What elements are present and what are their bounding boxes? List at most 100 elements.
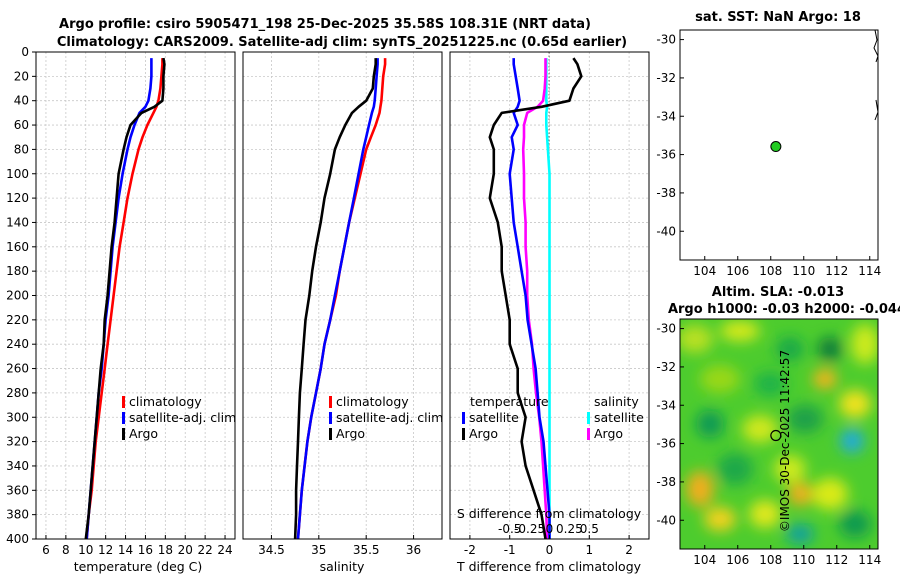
x-tick-label: 1 (585, 543, 593, 557)
legend-swatch-temp-satellite (462, 412, 465, 424)
s-tick-label: 0.5 (580, 522, 599, 536)
depth-tick-label: 300 (6, 410, 29, 424)
coastline (873, 29, 879, 121)
x-tick-label: 35.5 (353, 543, 380, 557)
legend-argo-label: Argo (336, 426, 365, 441)
x-tick-label: 2 (625, 543, 633, 557)
legend-swatch-argo (329, 428, 332, 440)
difference-panel: -2 -1 0 1 2 -0.5-0.25 0 0.250.5 S difference f… (449, 51, 650, 574)
sla-heatmap (680, 319, 878, 549)
lat-tick-label: -40 (656, 224, 676, 238)
legend-argo-label: Argo (129, 426, 158, 441)
salinity-satellite-line (544, 58, 551, 539)
legend-satadj-label: satellite-adj. clim (336, 410, 443, 425)
legend-sal-argo-label: Argo (594, 426, 623, 441)
depth-tick-label: 20 (14, 69, 29, 83)
lon-tick-label: 112 (825, 553, 848, 567)
x-tick-label: 35 (311, 543, 326, 557)
depth-tick-label: 140 (6, 215, 29, 229)
depth-tick-label: 220 (6, 313, 29, 327)
lat-tick-label: -34 (656, 398, 676, 412)
sst-map-frame (679, 29, 879, 261)
s-tick-label: -0.5 (498, 522, 521, 536)
lon-tick-label: 106 (726, 264, 749, 278)
depth-tick-label: 60 (14, 118, 29, 132)
depth-tick-label: 120 (6, 191, 29, 205)
x-tick-label: 8 (62, 543, 70, 557)
temperature-panel: 6 8 10 12 14 16 18 20 22 24 0 20 40 60 80 100 120 140 160… (6, 45, 236, 574)
temperature-argo-line (488, 57, 583, 540)
depth-tick-label: 360 (6, 483, 29, 497)
legend-swatch-climatology (122, 396, 125, 408)
lon-tick-label: 110 (792, 553, 815, 567)
depth-tick-label: 180 (6, 264, 29, 278)
lat-tick-label: -38 (656, 186, 676, 200)
depth-tick-label: 200 (6, 289, 29, 303)
satadj-line (85, 58, 153, 540)
lat-tick-label: -32 (656, 71, 676, 85)
depth-tick-label: 320 (6, 435, 29, 449)
lon-tick-label: 104 (693, 264, 716, 278)
legend-temp-satellite-label: satellite (469, 410, 519, 425)
lon-tick-label: 104 (693, 553, 716, 567)
legend-swatch-temp-argo (462, 428, 465, 440)
x-tick-label: 10 (78, 543, 93, 557)
x-tick-label: -2 (464, 543, 476, 557)
lon-tick-label: 106 (726, 553, 749, 567)
difference-legend: temperature satellite Argo salinity sate… (462, 394, 644, 441)
legend-temperature-heading: temperature (470, 394, 549, 409)
legend-satadj-label: satellite-adj. clim (129, 410, 236, 425)
depth-tick-label: 400 (6, 532, 29, 546)
salinity-xlabel: salinity (320, 559, 365, 574)
lon-tick-label: 108 (759, 553, 782, 567)
sst-map: sat. SST: NaN Argo: 18 104 106 108 110 112 11… (656, 10, 881, 278)
lon-tick-label: 108 (759, 264, 782, 278)
lon-tick-label: 112 (825, 264, 848, 278)
x-tick-label: 12 (98, 543, 113, 557)
temperature-xlabel: temperature (deg C) (74, 559, 203, 574)
t-difference-xlabel: T difference from climatology (456, 559, 642, 574)
legend-swatch-satadj (329, 412, 332, 424)
s-tick-label: 0 (546, 522, 554, 536)
depth-tick-label: 340 (6, 459, 29, 473)
x-tick-label: 16 (138, 543, 153, 557)
legend-swatch-sal-satellite (587, 412, 590, 424)
temperature-legend: climatology satellite-adj. clim Argo (122, 394, 236, 441)
argo-line (84, 57, 166, 540)
sla-map-title-line2: Argo h1000: -0.03 h2000: -0.044 (668, 302, 900, 317)
imos-credit: ©IMOS 30-Dec-2025 11:42:57 (778, 350, 792, 532)
lon-tick-label: 110 (792, 264, 815, 278)
temperature-satellite-line (508, 58, 551, 539)
legend-temp-argo-label: Argo (469, 426, 498, 441)
legend-swatch-sal-argo (587, 428, 590, 440)
salinity-legend: climatology satellite-adj. clim Argo (329, 394, 443, 441)
salinity-panel: 34.5 35 35.5 36 salinity climatology satell… (242, 51, 443, 574)
legend-swatch-argo (122, 428, 125, 440)
depth-tick-label: 280 (6, 386, 29, 400)
legend-climatology-label: climatology (336, 394, 409, 409)
lat-tick-label: -34 (656, 109, 676, 123)
lat-tick-label: -36 (656, 437, 676, 451)
legend-salinity-heading: salinity (594, 394, 639, 409)
x-tick-label: 18 (158, 543, 173, 557)
header-title-line2: Climatology: CARS2009. Satellite-adj cli… (57, 35, 627, 50)
sla-map-title-line1: Altim. SLA: -0.013 (712, 285, 844, 300)
lat-tick-label: -30 (656, 33, 676, 47)
argo-float-marker (770, 429, 782, 442)
sla-map-frame (679, 318, 879, 550)
depth-tick-label: 380 (6, 508, 29, 522)
legend-swatch-satadj (122, 412, 125, 424)
sla-map: Altim. SLA: -0.013 Argo h1000: -0.03 h20… (656, 285, 900, 567)
depth-tick-label: 0 (21, 45, 29, 59)
depth-tick-label: 240 (6, 337, 29, 351)
x-tick-label: -1 (504, 543, 516, 557)
lat-tick-label: -40 (656, 513, 676, 527)
depth-tick-label: 100 (6, 167, 29, 181)
header-title-line1: Argo profile: csiro 5905471_198 25-Dec-2… (59, 17, 591, 32)
x-tick-label: 24 (217, 543, 232, 557)
argo-line (293, 58, 378, 540)
s-difference-label: S difference from climatology (457, 506, 642, 521)
salinity-axes-frame (242, 51, 443, 540)
depth-tick-label: 80 (14, 142, 29, 156)
